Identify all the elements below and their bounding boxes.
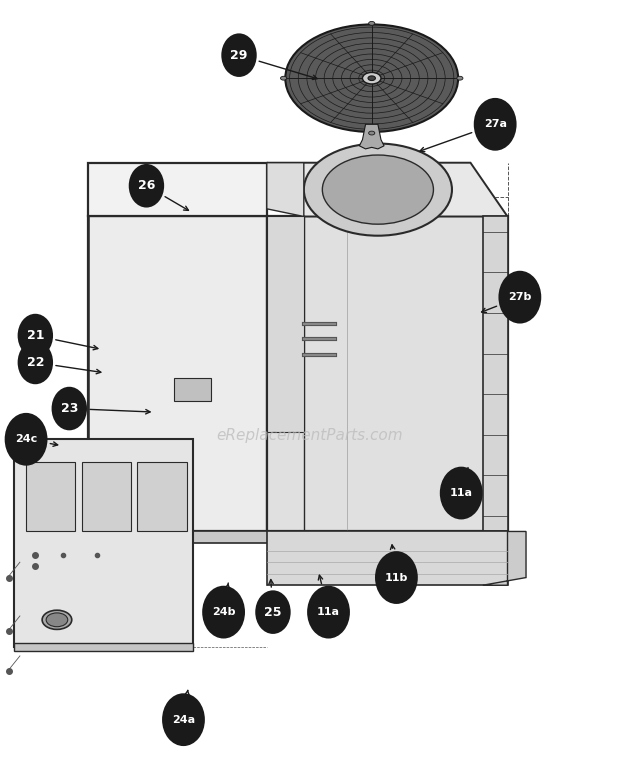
Polygon shape [267, 217, 508, 531]
Circle shape [308, 587, 349, 638]
Polygon shape [88, 217, 267, 531]
Circle shape [19, 315, 52, 356]
Ellipse shape [304, 143, 452, 236]
Text: 11a: 11a [450, 488, 472, 498]
Circle shape [53, 388, 86, 429]
Text: 11b: 11b [385, 573, 408, 583]
Text: 24a: 24a [172, 715, 195, 725]
Circle shape [203, 587, 244, 638]
Circle shape [256, 591, 290, 633]
Text: 27b: 27b [508, 292, 531, 302]
Polygon shape [267, 531, 508, 585]
Polygon shape [483, 217, 508, 531]
Text: 24c: 24c [15, 434, 37, 444]
Polygon shape [88, 531, 508, 543]
Ellipse shape [457, 76, 463, 80]
Text: 24b: 24b [212, 607, 236, 617]
Ellipse shape [46, 613, 68, 627]
Polygon shape [82, 463, 131, 531]
Text: 21: 21 [27, 329, 44, 342]
Polygon shape [267, 217, 304, 432]
Ellipse shape [322, 155, 433, 224]
Circle shape [6, 414, 46, 465]
Circle shape [500, 272, 540, 322]
Polygon shape [14, 439, 193, 647]
Text: eReplacementParts.com: eReplacementParts.com [216, 428, 404, 443]
Text: 29: 29 [231, 49, 248, 62]
Ellipse shape [369, 131, 375, 135]
Polygon shape [174, 378, 211, 401]
Circle shape [163, 695, 204, 745]
Polygon shape [267, 163, 508, 217]
Polygon shape [14, 643, 193, 651]
Text: 25: 25 [264, 606, 281, 618]
Ellipse shape [285, 25, 458, 132]
Polygon shape [483, 531, 526, 585]
Circle shape [475, 99, 516, 150]
Text: 11a: 11a [317, 607, 340, 617]
Polygon shape [267, 163, 304, 217]
Text: 27a: 27a [484, 120, 507, 130]
Text: 26: 26 [138, 180, 155, 192]
Polygon shape [26, 463, 76, 531]
Circle shape [130, 165, 163, 207]
Text: 23: 23 [61, 402, 78, 415]
Ellipse shape [368, 76, 376, 80]
Circle shape [441, 468, 482, 518]
Circle shape [19, 342, 52, 383]
Polygon shape [137, 463, 187, 531]
Circle shape [223, 35, 255, 76]
Ellipse shape [42, 610, 72, 629]
Text: 22: 22 [27, 356, 44, 369]
Circle shape [376, 552, 417, 603]
Ellipse shape [280, 76, 286, 80]
Polygon shape [88, 163, 267, 217]
Polygon shape [360, 124, 384, 149]
Ellipse shape [363, 72, 381, 84]
Ellipse shape [369, 22, 375, 25]
